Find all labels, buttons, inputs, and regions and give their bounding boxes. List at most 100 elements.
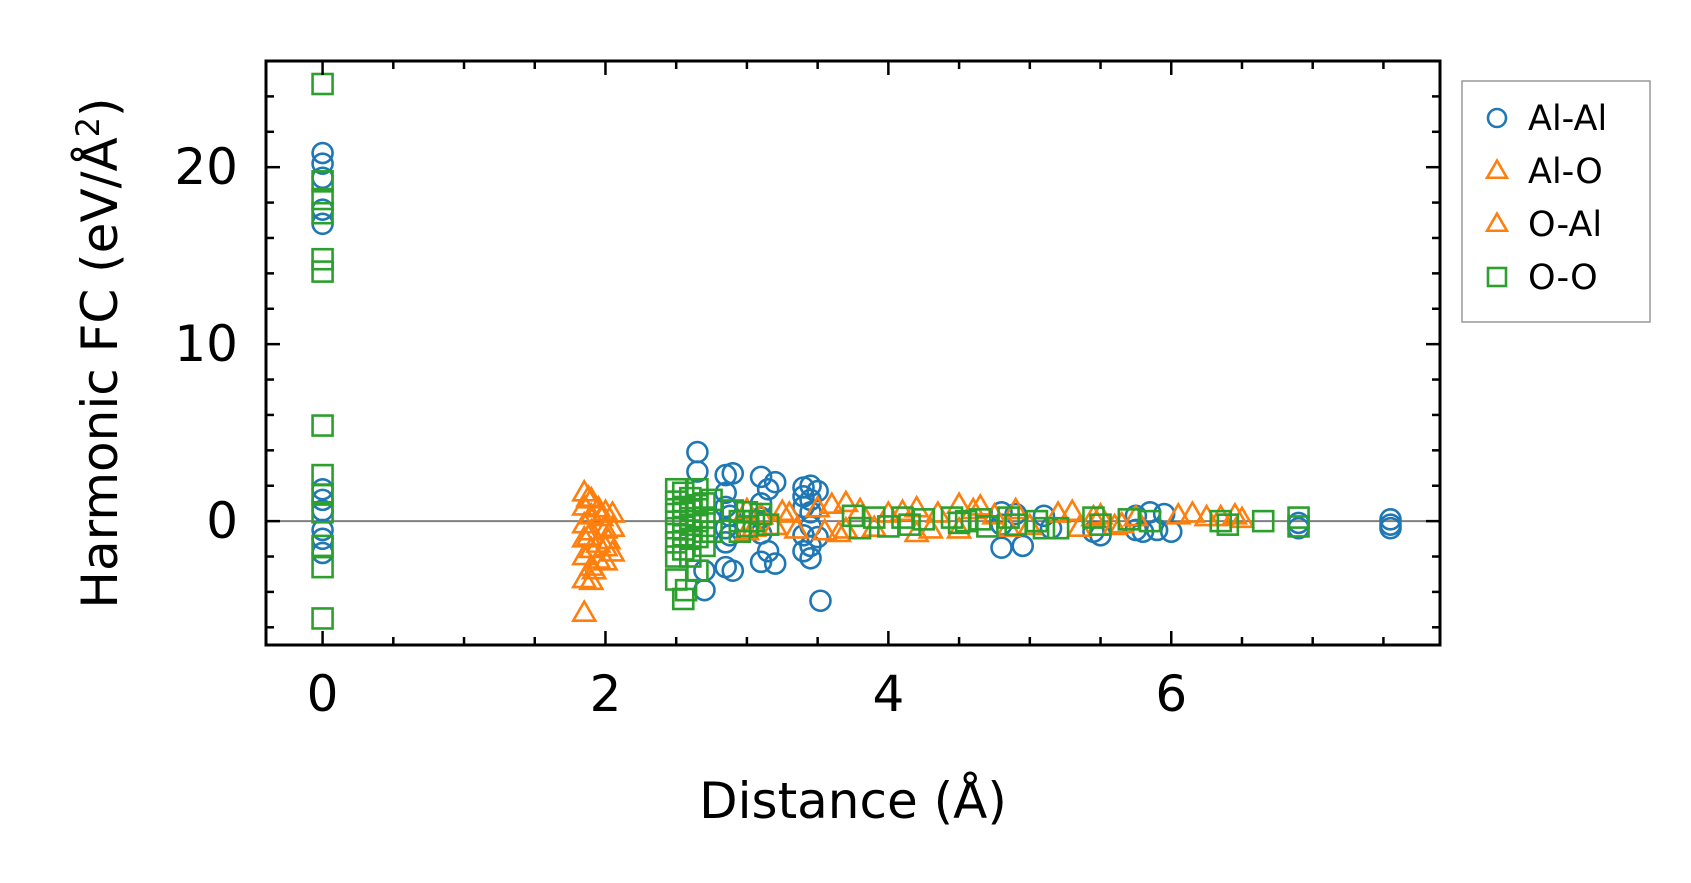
data-point: [1082, 506, 1105, 529]
data-point: [1044, 499, 1072, 523]
data-point: [311, 170, 334, 193]
data-point: [311, 607, 334, 630]
data-point: [686, 559, 709, 582]
data-point: [924, 499, 952, 523]
data-point: [811, 517, 838, 541]
data-point: [587, 503, 615, 527]
legend-marker: [1486, 107, 1508, 129]
data-point: [912, 508, 936, 531]
data-point: [575, 484, 602, 507]
data-point: [1287, 515, 1310, 538]
data-point: [599, 538, 626, 562]
data-point: [783, 515, 810, 539]
data-point: [1046, 516, 1070, 540]
data-point: [875, 499, 902, 523]
data-point: [1193, 503, 1220, 527]
data-point: [721, 559, 745, 582]
data-point: [799, 474, 822, 498]
data-point: [693, 506, 716, 529]
y-tick-label: 10: [174, 315, 238, 373]
data-point: [311, 201, 334, 225]
data-point: [1138, 509, 1162, 533]
data-point: [763, 552, 787, 575]
data-point: [1122, 503, 1150, 527]
data-point: [742, 509, 766, 533]
data-point: [990, 536, 1013, 559]
axis-tick-labels: 0 2 4 6 0 10 20: [174, 138, 1187, 723]
data-point: [967, 492, 994, 516]
series-o-o: [311, 72, 1310, 630]
data-point: [674, 578, 698, 602]
y-axis-title-close: ): [71, 97, 129, 117]
y-axis-title-main: Harmonic FC (eV/Å: [71, 137, 129, 608]
data-point: [832, 515, 860, 539]
data-point: [756, 477, 780, 501]
data-point: [311, 260, 334, 283]
data-point: [311, 414, 334, 437]
data-point: [756, 539, 780, 563]
y-tick-label: 20: [174, 138, 238, 196]
data-points: [311, 72, 1402, 630]
data-point: [997, 506, 1020, 529]
data-point: [809, 589, 832, 613]
data-point: [825, 519, 853, 543]
data-point: [940, 506, 964, 529]
data-point: [686, 460, 709, 483]
data-point: [818, 491, 846, 514]
data-point: [832, 489, 860, 513]
legend-entry: O-O: [1486, 258, 1598, 298]
series-o-al: [575, 484, 1235, 580]
legend-label: O-O: [1528, 258, 1598, 298]
data-point: [1179, 499, 1206, 523]
data-point: [860, 514, 888, 538]
data-point: [311, 152, 334, 175]
x-axis-title: Distance (Å): [699, 772, 1007, 830]
plot-frame: [264, 59, 1442, 647]
data-point: [792, 539, 815, 563]
x-tick-label: 2: [590, 665, 622, 723]
data-point: [981, 501, 1008, 525]
data-point: [799, 546, 822, 570]
data-point: [763, 470, 787, 494]
data-point: [595, 526, 622, 550]
data-point: [311, 247, 334, 271]
legend-marker: [1486, 266, 1508, 288]
data-point: [575, 522, 602, 546]
data-point: [580, 556, 608, 580]
data-point: [311, 555, 334, 579]
data-point: [969, 508, 992, 531]
data-point: [686, 493, 709, 517]
legend: Al-Al Al-O O-Al O-O: [1461, 80, 1651, 323]
data-point: [756, 513, 780, 536]
data-point: [1016, 512, 1044, 536]
data-point: [1089, 513, 1112, 536]
x-tick-label: 6: [1155, 665, 1187, 723]
legend-label: Al-O: [1528, 152, 1603, 192]
y-tick-label: 0: [206, 492, 238, 550]
data-point: [733, 517, 761, 541]
data-point: [693, 534, 716, 558]
y-axis-title: Harmonic FC (eV/Å2): [69, 97, 129, 608]
legend-marker: [1484, 158, 1510, 180]
data-point: [311, 483, 334, 506]
axis-ticks: [266, 59, 1440, 645]
data-point: [570, 542, 598, 566]
data-point: [311, 518, 334, 542]
data-point: [1228, 505, 1256, 529]
data-point: [769, 498, 796, 522]
data-point: [599, 499, 626, 523]
data-point: [311, 500, 334, 524]
x-tick-label: 0: [307, 665, 339, 723]
x-tick-label: 4: [872, 665, 904, 723]
legend-label: O-Al: [1528, 205, 1602, 245]
data-point: [898, 513, 921, 536]
data-point: [1101, 512, 1128, 536]
data-point: [721, 462, 745, 485]
data-point: [311, 187, 334, 211]
data-point: [1032, 504, 1056, 528]
legend-entry: Al-O: [1484, 152, 1603, 192]
data-point: [1058, 498, 1086, 522]
data-point: [693, 492, 716, 515]
